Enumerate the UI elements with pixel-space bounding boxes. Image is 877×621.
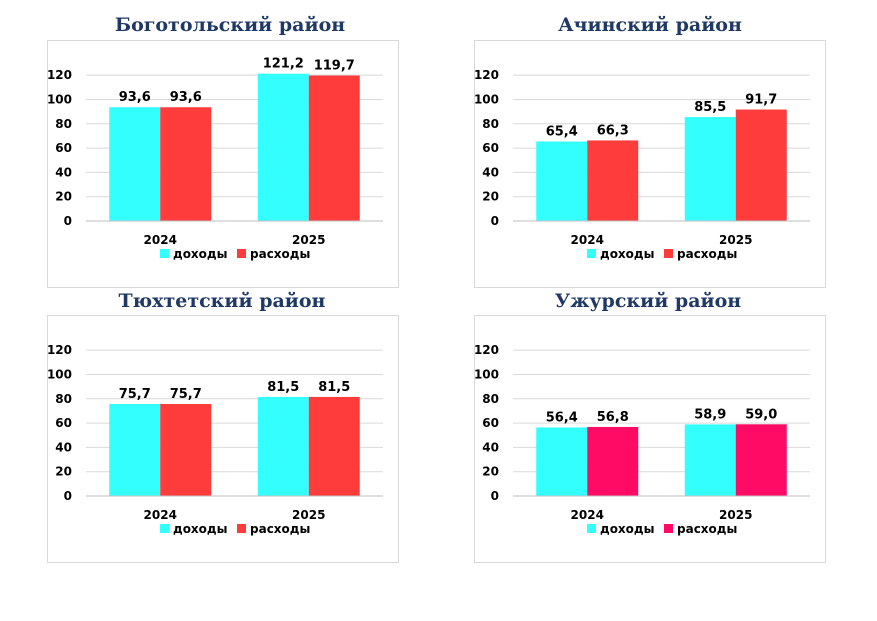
legend-label: расходы xyxy=(250,247,310,261)
y-tick-label: 0 xyxy=(491,214,499,228)
data-label: 93,6 xyxy=(170,90,202,105)
data-label: 59,0 xyxy=(745,407,777,422)
legend-swatch xyxy=(587,249,596,258)
bar xyxy=(735,424,787,496)
data-label: 58,9 xyxy=(694,407,726,422)
y-tick-label: 20 xyxy=(482,190,499,204)
x-category-label: 2024 xyxy=(571,233,604,247)
x-category-label: 2025 xyxy=(719,233,752,247)
data-label: 121,2 xyxy=(263,57,304,72)
bar xyxy=(160,107,212,221)
data-label: 66,3 xyxy=(597,123,629,138)
chart-panel-tyukhtet: 0 20 40 60 80 100 120 75,7 75,7 2024 81,5 81,5 2025 д… xyxy=(47,315,399,563)
bar xyxy=(109,403,161,496)
legend-label: расходы xyxy=(677,522,737,536)
legend-swatch xyxy=(237,524,246,533)
x-category-label: 2025 xyxy=(292,508,325,522)
y-tick-label: 80 xyxy=(482,392,499,406)
data-label: 93,6 xyxy=(119,90,151,105)
data-label: 81,5 xyxy=(318,380,350,395)
bar xyxy=(308,75,360,221)
bar xyxy=(109,107,161,221)
y-tick-label: 80 xyxy=(55,117,72,131)
y-tick-label: 0 xyxy=(64,214,72,228)
x-category-label: 2024 xyxy=(144,508,177,522)
chart-panel-uzhur: 0 20 40 60 80 100 120 56,4 56,8 2024 58,9 59,0 2025 д… xyxy=(474,315,826,563)
y-tick-label: 60 xyxy=(482,141,499,155)
legend-swatch xyxy=(664,524,673,533)
data-label: 119,7 xyxy=(314,59,355,74)
y-tick-label: 100 xyxy=(48,367,72,381)
legend-label: доходы xyxy=(173,522,227,536)
legend-swatch xyxy=(587,524,596,533)
bar xyxy=(160,403,212,496)
legend-swatch xyxy=(160,524,169,533)
y-tick-label: 120 xyxy=(475,68,499,82)
y-tick-label: 20 xyxy=(482,465,499,479)
y-tick-label: 120 xyxy=(48,343,72,357)
chart-tyukhtet: 0 20 40 60 80 100 120 75,7 75,7 2024 81,5 81,5 2025 д… xyxy=(48,343,383,536)
y-tick-label: 20 xyxy=(55,465,72,479)
y-tick-label: 100 xyxy=(48,92,72,106)
bar xyxy=(536,141,588,221)
bar xyxy=(308,396,360,496)
legend-swatch xyxy=(237,249,246,258)
bar xyxy=(257,73,309,221)
data-label: 81,5 xyxy=(267,380,299,395)
x-category-label: 2025 xyxy=(719,508,752,522)
y-tick-label: 40 xyxy=(482,165,499,179)
chart-title-achinsk: Ачинский район xyxy=(558,14,742,36)
y-tick-label: 80 xyxy=(482,117,499,131)
chart-panel-bogotol: 0 20 40 60 80 100 120 93,6 93,6 2024 121,2 119,7 202… xyxy=(47,40,399,288)
y-tick-label: 60 xyxy=(55,141,72,155)
legend-label: доходы xyxy=(600,522,654,536)
legend-label: доходы xyxy=(600,247,654,261)
x-category-label: 2024 xyxy=(144,233,177,247)
y-tick-label: 60 xyxy=(482,416,499,430)
x-category-label: 2025 xyxy=(292,233,325,247)
legend-label: расходы xyxy=(250,522,310,536)
chart-title-uzhur: Ужурский район xyxy=(554,290,742,312)
y-tick-label: 120 xyxy=(48,68,72,82)
bar xyxy=(257,396,309,496)
chart-title-tyukhtet: Тюхтетский район xyxy=(118,290,326,312)
y-tick-label: 120 xyxy=(475,343,499,357)
y-tick-label: 40 xyxy=(482,440,499,454)
y-tick-label: 40 xyxy=(55,165,72,179)
bar xyxy=(735,109,787,221)
bar xyxy=(684,424,736,496)
legend-swatch xyxy=(664,249,673,258)
data-label: 65,4 xyxy=(546,125,578,140)
y-tick-label: 0 xyxy=(64,489,72,503)
data-label: 56,4 xyxy=(546,410,578,425)
y-tick-label: 40 xyxy=(55,440,72,454)
legend-label: доходы xyxy=(173,247,227,261)
chart-panel-achinsk: 0 20 40 60 80 100 120 65,4 66,3 2024 85,5 91,7 2025 д… xyxy=(474,40,826,288)
y-tick-label: 0 xyxy=(491,489,499,503)
data-label: 56,8 xyxy=(597,410,629,425)
x-category-label: 2024 xyxy=(571,508,604,522)
bar xyxy=(684,117,736,221)
chart-title-bogotol: Боготольский район xyxy=(114,14,346,36)
y-tick-label: 60 xyxy=(55,416,72,430)
data-label: 91,7 xyxy=(745,93,777,108)
chart-bogotol: 0 20 40 60 80 100 120 93,6 93,6 2024 121,2 119,7 202… xyxy=(48,57,383,261)
data-label: 75,7 xyxy=(119,387,151,402)
legend-swatch xyxy=(160,249,169,258)
bar xyxy=(587,140,639,221)
data-label: 85,5 xyxy=(694,100,726,115)
data-label: 75,7 xyxy=(170,387,202,402)
bar xyxy=(536,427,588,496)
bar xyxy=(587,426,639,496)
y-tick-label: 80 xyxy=(55,392,72,406)
legend-label: расходы xyxy=(677,247,737,261)
chart-uzhur: 0 20 40 60 80 100 120 56,4 56,8 2024 58,9 59,0 2025 д… xyxy=(475,343,810,536)
y-tick-label: 20 xyxy=(55,190,72,204)
y-tick-label: 100 xyxy=(475,367,499,381)
chart-achinsk: 0 20 40 60 80 100 120 65,4 66,3 2024 85,5 91,7 2025 д… xyxy=(475,68,810,261)
y-tick-label: 100 xyxy=(475,92,499,106)
